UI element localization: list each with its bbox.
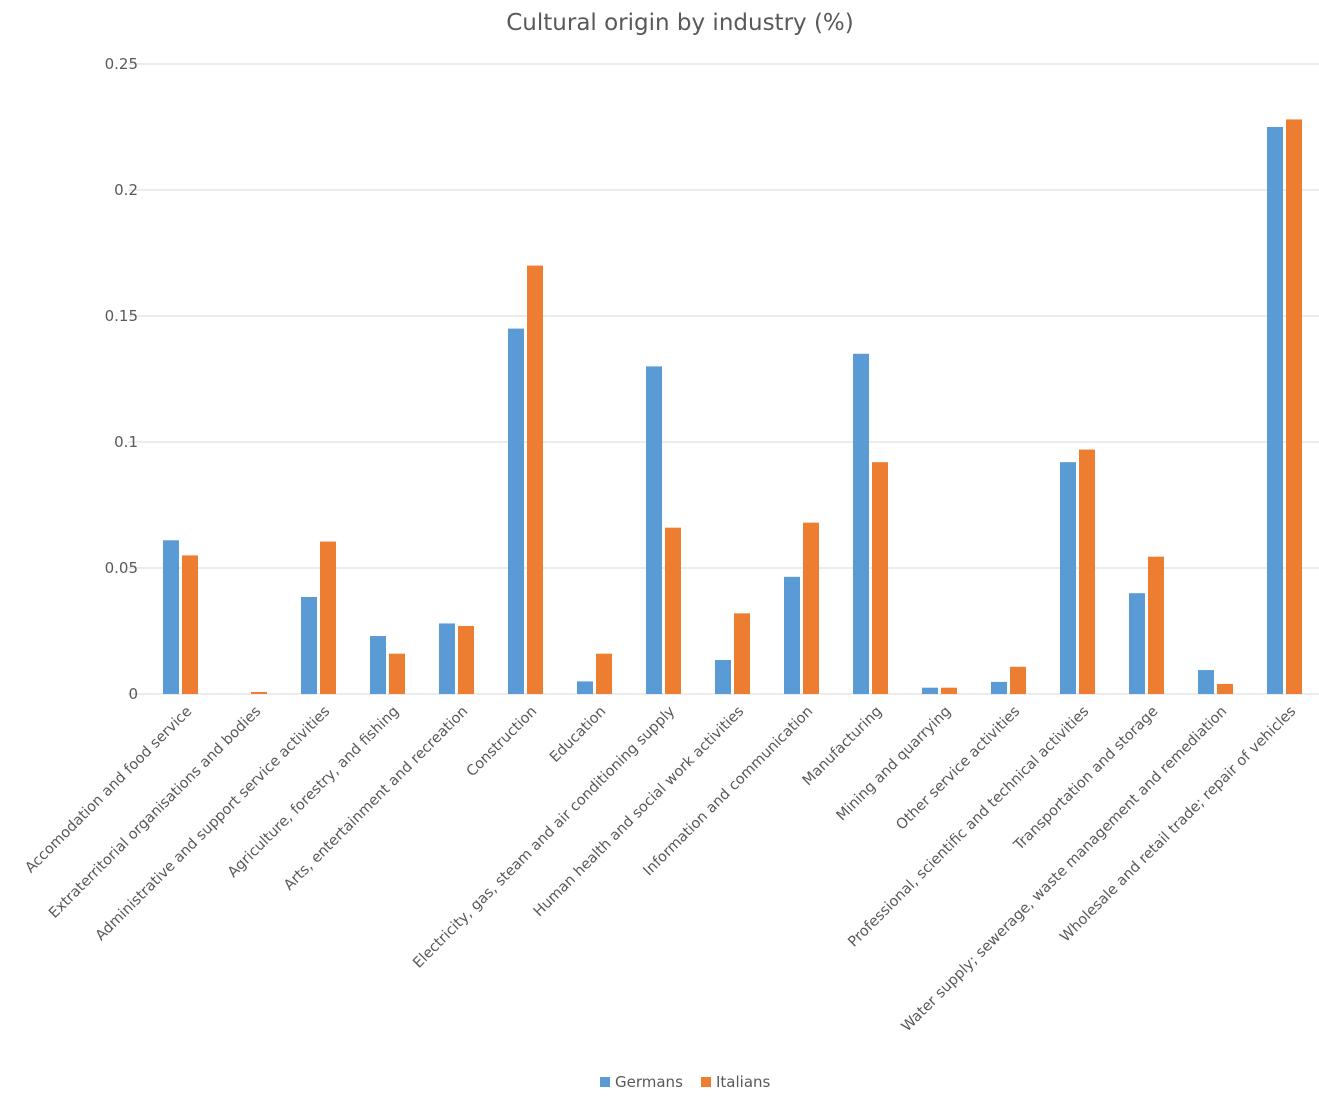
bar-italians [1286, 119, 1302, 694]
bar-italians [389, 653, 405, 694]
x-tick-label: Wholesale and retail trade; repair of ve… [1057, 704, 1299, 946]
chart-title: Cultural origin by industry (%) [506, 10, 854, 36]
x-tick-label: Construction [464, 704, 541, 781]
legend-label-germans: Germans [615, 1073, 683, 1091]
x-tick-label: Mining and quarrying [834, 704, 955, 825]
bar-italians [1010, 666, 1026, 694]
bar-germans [646, 366, 662, 694]
bar-germans [991, 681, 1007, 694]
legend-swatch-italians [701, 1077, 711, 1087]
bar-italians [596, 653, 612, 694]
x-tick-label: Transportation and storage [1011, 703, 1162, 854]
y-tick-label: 0.15 [105, 307, 138, 325]
bar-italians [320, 541, 336, 694]
bars [163, 119, 1302, 694]
bar-italians [734, 613, 750, 694]
bar-germans [301, 596, 317, 694]
bar-italians [1217, 683, 1233, 694]
x-tick-label: Water supply; sewerage, waste management… [899, 704, 1231, 1036]
x-tick-label: Other service activities [893, 704, 1023, 834]
bar-germans [715, 659, 731, 694]
bar-italians [872, 462, 888, 694]
x-tick-label: Education [547, 704, 609, 766]
bar-germans [1129, 593, 1145, 694]
legend-label-italians: Italians [716, 1073, 771, 1091]
bar-germans [508, 328, 524, 694]
x-tick-label: Professional, scientific and technical a… [845, 704, 1092, 951]
bar-germans [163, 540, 179, 694]
bar-italians [527, 265, 543, 694]
bar-germans [439, 623, 455, 694]
bar-italians [251, 691, 267, 694]
bar-germans [784, 576, 800, 694]
bar-italians [458, 625, 474, 694]
bar-italians [1079, 449, 1095, 694]
y-tick-label: 0.25 [105, 55, 138, 73]
bar-italians [941, 687, 957, 694]
y-tick-label: 0.05 [105, 559, 138, 577]
y-tick-label: 0 [128, 685, 138, 703]
bar-germans [922, 687, 938, 694]
bar-germans [1060, 462, 1076, 694]
legend-swatch-germans [600, 1077, 610, 1087]
bar-italians [182, 555, 198, 694]
x-axis: Accomodation and food serviceExtraterrit… [22, 703, 1299, 1035]
bar-italians [1148, 556, 1164, 694]
x-tick-label: Administrative and support service activ… [93, 704, 334, 945]
legend: Germans Italians [600, 1073, 771, 1091]
y-tick-label: 0.2 [114, 181, 138, 199]
y-axis: 0 0.05 0.1 0.15 0.2 0.25 [105, 55, 138, 703]
x-tick-label: Electricity, gas, steam and air conditio… [410, 703, 678, 971]
bar-germans [853, 353, 869, 694]
bar-germans [577, 681, 593, 694]
bar-italians [665, 527, 681, 694]
bar-germans [1267, 127, 1283, 694]
y-tick-label: 0.1 [114, 433, 138, 451]
bar-germans [1198, 670, 1214, 694]
bar-italians [803, 522, 819, 694]
bar-germans [370, 636, 386, 694]
